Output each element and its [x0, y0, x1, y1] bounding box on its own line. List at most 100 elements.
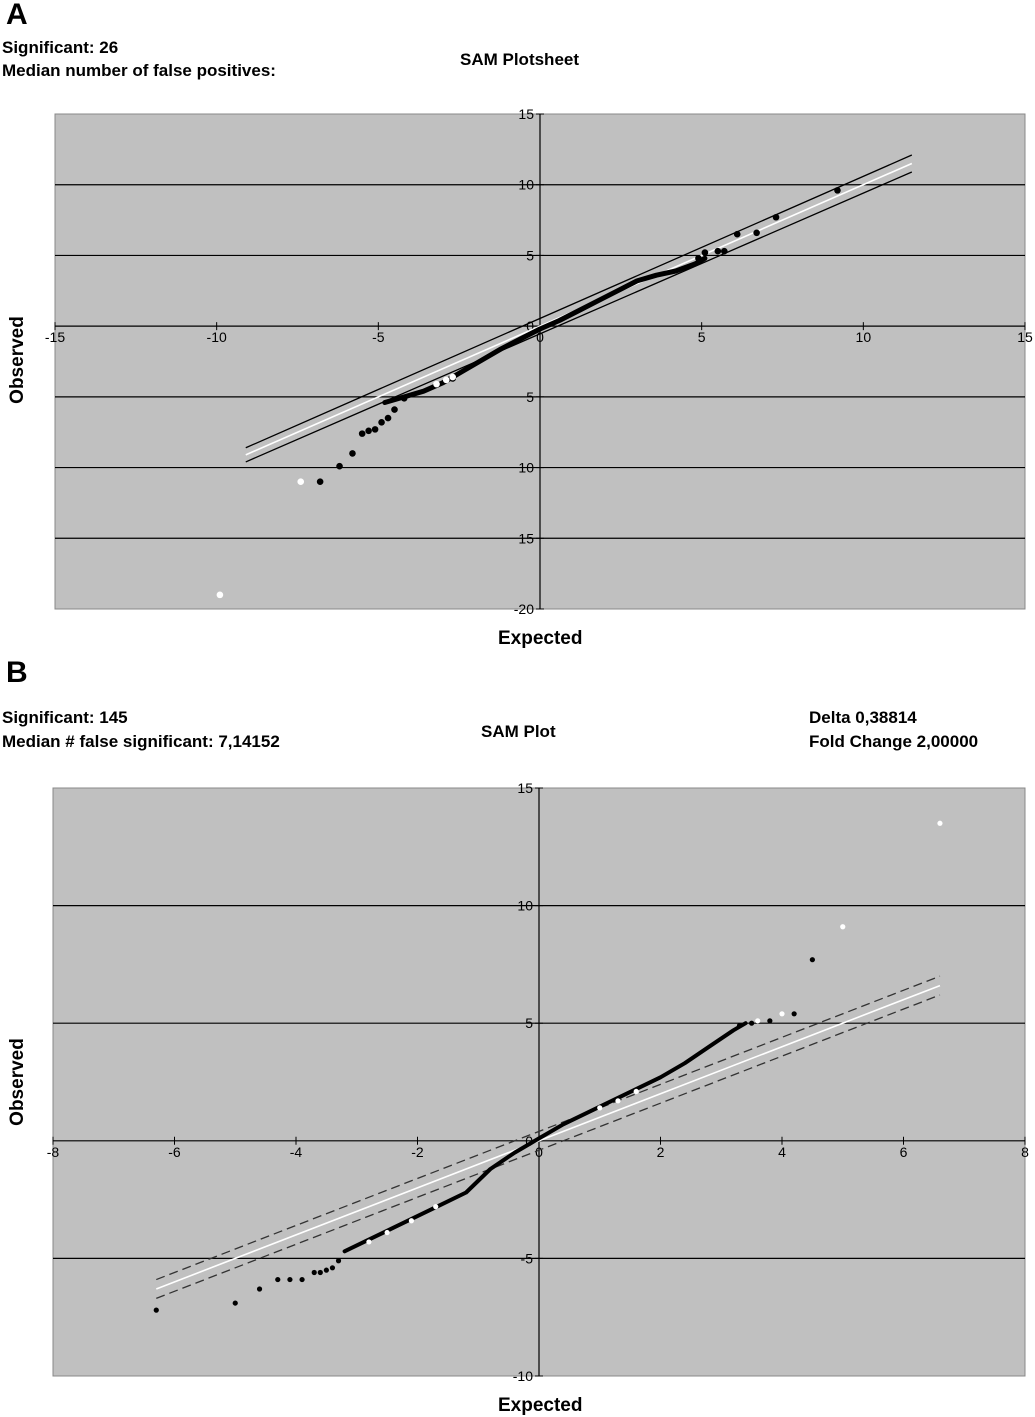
panel-a-x-tick-label: -10: [207, 329, 227, 345]
panel-b-data-point-black: [809, 957, 815, 963]
panel-b-x-tick-label: 0: [535, 1144, 543, 1160]
panel-a-y-tick-label: 10: [518, 460, 534, 476]
panel-b-data-point-white: [755, 1018, 761, 1024]
panel-b-y-tick-label: 5: [525, 1015, 533, 1031]
panel-a-reference-line: [245, 154, 913, 449]
panel-a-reference-line: [245, 171, 913, 463]
panel-b-delta: Delta 0,38814: [809, 708, 917, 727]
panel-a-chart-title: SAM Plotsheet: [460, 50, 580, 69]
panel-b-x-tick-label: 4: [778, 1144, 786, 1160]
panel-a-data-point-white: [442, 376, 450, 384]
panel-a-data-point-white: [433, 380, 440, 388]
panel-b-data-point-black: [299, 1276, 305, 1283]
panel-b-x-tick-label: 2: [657, 1144, 665, 1160]
panel-a-data-point-black: [714, 247, 722, 255]
panel-a-letter: A: [6, 0, 28, 31]
panel-a-data-point-black: [391, 406, 398, 413]
panel-a-data-point-black: [336, 462, 343, 470]
panel-a-data-point-black: [365, 427, 372, 435]
panel-a-x-tick-label: 10: [856, 329, 872, 345]
panel-a-data-point-black: [701, 249, 709, 256]
panel-a-y-tick-label: 5: [526, 247, 534, 263]
panel-a-x-axis-title: Expected: [498, 628, 583, 649]
panel-b-data-point-black: [275, 1276, 281, 1283]
panel-a-y-tick-label: 15: [518, 530, 534, 546]
panel-b-data-point-black: [317, 1269, 323, 1276]
panel-b-data-point-black: [335, 1258, 342, 1264]
panel-b-data-point-black: [329, 1265, 336, 1271]
panel-b-y-tick-label: 0: [525, 1133, 533, 1149]
panel-a-data-point-black: [358, 430, 366, 437]
panel-b-point-band: [342, 1021, 748, 1254]
panel-b-x-tick-label: -6: [168, 1144, 181, 1160]
panel-a-x-tick-label: -15: [45, 329, 65, 345]
panel-b-data-point-white: [633, 1088, 639, 1095]
panel-b-x-tick-label: -4: [290, 1144, 303, 1160]
panel-b-data-point-white: [408, 1218, 415, 1224]
panel-a-y-tick-label: -20: [514, 601, 534, 617]
panel-b-data-point-white: [433, 1204, 439, 1210]
panel-a-data-point-white: [449, 373, 457, 381]
panel-a-y-tick-label: 10: [518, 177, 534, 193]
panel-b-fold-change: Fold Change 2,00000: [809, 732, 979, 751]
panel-a-data-point-black: [371, 426, 379, 433]
panel-b-reference-line: [155, 984, 941, 1290]
panel-b-data-point-black: [749, 1020, 755, 1026]
panel-a-data-point-black: [721, 247, 728, 255]
panel-a-data-point-black: [695, 254, 702, 262]
panel-b-data-point-black: [791, 1011, 797, 1017]
panel-a-median-false-positives: Median number of false positives:: [2, 61, 276, 80]
panel-a-x-tick-label: 5: [698, 329, 706, 345]
panel-a-data-point-black: [316, 478, 324, 486]
panel-b-x-tick-label: 6: [900, 1144, 908, 1160]
panel-a-significant: Significant: 26: [2, 38, 119, 57]
panel-a-scatter-plot: -15 -10 -5 0 5 10 15 -20 15 10 5 0 5 10 15: [45, 106, 1033, 617]
panel-b-y-tick-label: -5: [521, 1250, 534, 1266]
panel-a-y-tick-label: 0: [526, 318, 534, 334]
panel-b-x-tick-label: 8: [1021, 1144, 1029, 1160]
panel-a-y-tick-label: 5: [526, 389, 534, 405]
panel-b-data-point-black: [287, 1276, 293, 1283]
panel-b-data-point-black: [153, 1307, 159, 1313]
panel-b-data-point-white: [937, 820, 943, 826]
panel-a-data-point-black: [733, 230, 741, 238]
panel-b-y-tick-label: 15: [517, 780, 533, 796]
panel-b-x-tick-label: -2: [411, 1144, 424, 1160]
panel-a-x-tick-label: -5: [372, 329, 385, 345]
panel-b-y-tick-label: 10: [517, 898, 533, 914]
panel-b-data-point-white: [384, 1229, 390, 1236]
panel-a-data-point-black: [349, 450, 356, 457]
panel-b-data-point-black: [256, 1286, 263, 1292]
panel-b-chart-title: SAM Plot: [481, 722, 556, 741]
panel-b-y-axis-title-wrap: Observed: [6, 788, 30, 1376]
panel-b-data-point-white: [615, 1098, 621, 1104]
panel-b-data-point-black: [736, 1022, 743, 1029]
panel-b-reference-line: [156, 994, 941, 1299]
panel-b-data-point-white: [366, 1239, 372, 1245]
panel-a-data-point-black: [384, 414, 392, 422]
panel-b-significant: Significant: 145: [2, 708, 128, 727]
panel-b-data-point-white: [597, 1105, 603, 1111]
panel-b-data-point-black: [767, 1018, 773, 1024]
panel-a-data-point-black: [753, 229, 760, 237]
panel-a-data-point-black: [772, 213, 780, 221]
panel-b-y-tick-label: -10: [513, 1368, 533, 1384]
panel-a-y-tick-label: 15: [518, 106, 534, 122]
panel-b-data-point-white: [840, 924, 846, 930]
panel-a-data-point-black: [400, 394, 408, 402]
panel-b-x-axis-title: Expected: [498, 1395, 583, 1416]
panel-a-data-point-white: [297, 478, 305, 486]
panel-a-x-tick-label: 15: [1017, 329, 1033, 345]
panel-b-x-tick-label: -8: [47, 1144, 60, 1160]
panel-b-reference-line: [156, 975, 941, 1281]
panel-b-data-point-white: [779, 1011, 785, 1017]
panel-a-data-point-white: [216, 591, 224, 599]
panel-b-y-axis-title: Observed: [7, 1038, 28, 1126]
panel-b-letter: B: [6, 656, 28, 689]
panel-b-data-point-black: [311, 1269, 317, 1276]
panel-a-data-point-black: [834, 187, 841, 194]
panel-a-data-point-black: [378, 419, 385, 426]
panel-a-x-tick-label: 0: [536, 329, 544, 345]
panel-b-median-false-significant: Median # false significant: 7,14152: [2, 732, 280, 751]
